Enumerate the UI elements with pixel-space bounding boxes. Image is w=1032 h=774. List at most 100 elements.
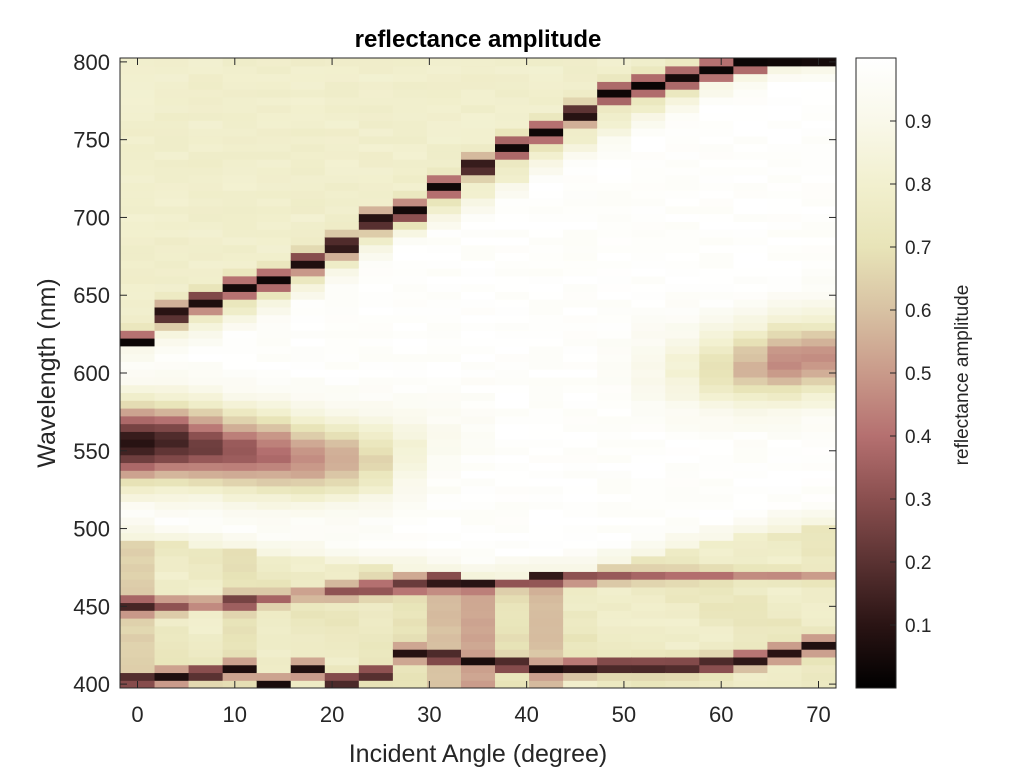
- heatmap-cell: [324, 400, 360, 409]
- heatmap-cell: [188, 96, 224, 106]
- heatmap-cell: [120, 268, 156, 277]
- heatmap-cell: [733, 462, 769, 471]
- heatmap-cell: [733, 338, 769, 347]
- heatmap-cell: [460, 89, 496, 98]
- heatmap-cell: [699, 633, 734, 642]
- heatmap-cell: [801, 96, 836, 106]
- heatmap-cell: [222, 73, 258, 82]
- heatmap-cell: [631, 610, 666, 619]
- heatmap-cell: [392, 392, 428, 401]
- heatmap-cell: [188, 268, 224, 277]
- heatmap-cell: [529, 602, 564, 611]
- heatmap-cell: [222, 454, 258, 464]
- heatmap-cell: [597, 128, 632, 137]
- heatmap-cell: [324, 384, 360, 394]
- heatmap-cell: [529, 143, 564, 152]
- heatmap-cell: [392, 205, 428, 215]
- heatmap-cell: [256, 361, 292, 370]
- heatmap-cell: [154, 73, 190, 82]
- heatmap-cell: [665, 641, 700, 650]
- heatmap-cell: [733, 361, 769, 370]
- heatmap-cell: [767, 555, 803, 565]
- heatmap-cell: [665, 143, 700, 152]
- heatmap-cell: [495, 532, 530, 541]
- heatmap-cell: [290, 221, 326, 230]
- heatmap-cell: [699, 128, 734, 137]
- heatmap-cell: [460, 656, 496, 666]
- heatmap-cell: [460, 633, 496, 642]
- heatmap-cell: [733, 291, 769, 300]
- y-tick-label: 750: [73, 128, 110, 153]
- heatmap-cell: [256, 625, 292, 635]
- heatmap-cell: [290, 229, 326, 238]
- heatmap-cell: [665, 555, 700, 565]
- heatmap-cell: [222, 112, 258, 121]
- heatmap-cell: [426, 260, 462, 269]
- heatmap-cell: [495, 128, 530, 137]
- heatmap-cell: [801, 159, 836, 168]
- heatmap-cell: [426, 174, 462, 184]
- colorbar-tick-label: 0.1: [905, 616, 931, 637]
- heatmap-cell: [188, 664, 224, 674]
- heatmap-cell: [597, 641, 632, 650]
- heatmap-cell: [529, 478, 564, 487]
- heatmap-cell: [495, 423, 530, 432]
- heatmap-cell: [358, 151, 394, 160]
- heatmap-cell: [767, 454, 803, 464]
- heatmap-cell: [699, 516, 734, 526]
- heatmap-cell: [529, 563, 564, 572]
- heatmap-cell: [767, 485, 803, 495]
- heatmap-cell: [222, 89, 258, 98]
- heatmap-cell: [495, 641, 530, 650]
- heatmap-cell: [699, 540, 734, 549]
- heatmap-cell: [529, 268, 564, 277]
- heatmap-cell: [188, 143, 224, 152]
- heatmap-cell: [392, 680, 428, 688]
- colorbar-tick-label: 0.8: [905, 175, 931, 196]
- heatmap-cell: [801, 555, 836, 565]
- heatmap-cell: [392, 446, 428, 456]
- heatmap-cell: [392, 478, 428, 487]
- heatmap-cell: [631, 641, 666, 650]
- heatmap-cell: [767, 400, 803, 409]
- heatmap-cell: [767, 314, 803, 324]
- x-tick-label: 40: [514, 702, 538, 727]
- heatmap-cell: [222, 128, 258, 137]
- heatmap-cell: [495, 268, 530, 277]
- heatmap-cell: [426, 439, 462, 448]
- heatmap-cell: [120, 306, 156, 316]
- heatmap-cell: [801, 322, 836, 331]
- heatmap-cell: [426, 306, 462, 316]
- heatmap-cell: [733, 602, 769, 611]
- heatmap-cell: [358, 190, 394, 199]
- heatmap-cell: [256, 96, 292, 106]
- heatmap-cell: [188, 392, 224, 401]
- heatmap-cell: [290, 143, 326, 152]
- heatmap-cell: [324, 462, 360, 471]
- heatmap-cell: [767, 299, 803, 308]
- heatmap-cell: [392, 656, 428, 666]
- heatmap-cell: [699, 485, 734, 495]
- heatmap-cell: [392, 563, 428, 572]
- heatmap-cell: [563, 423, 598, 432]
- heatmap-cell: [767, 205, 803, 215]
- heatmap-cell: [460, 112, 496, 121]
- heatmap-cell: [631, 408, 666, 417]
- heatmap-cell: [392, 439, 428, 448]
- heatmap-cell: [392, 229, 428, 238]
- heatmap-cell: [767, 680, 803, 688]
- heatmap-cell: [426, 236, 462, 246]
- heatmap-cell: [426, 633, 462, 642]
- heatmap-cell: [801, 384, 836, 394]
- heatmap-cell: [767, 260, 803, 269]
- heatmap-cell: [801, 314, 836, 324]
- heatmap-cell: [256, 400, 292, 409]
- heatmap-cell: [154, 275, 190, 285]
- heatmap-cell: [529, 423, 564, 432]
- heatmap-cell: [324, 221, 360, 230]
- heatmap-cell: [631, 423, 666, 432]
- heatmap-cell: [665, 602, 700, 611]
- heatmap-cell: [495, 275, 530, 285]
- heatmap-cell: [256, 571, 292, 580]
- heatmap-cell: [699, 104, 734, 114]
